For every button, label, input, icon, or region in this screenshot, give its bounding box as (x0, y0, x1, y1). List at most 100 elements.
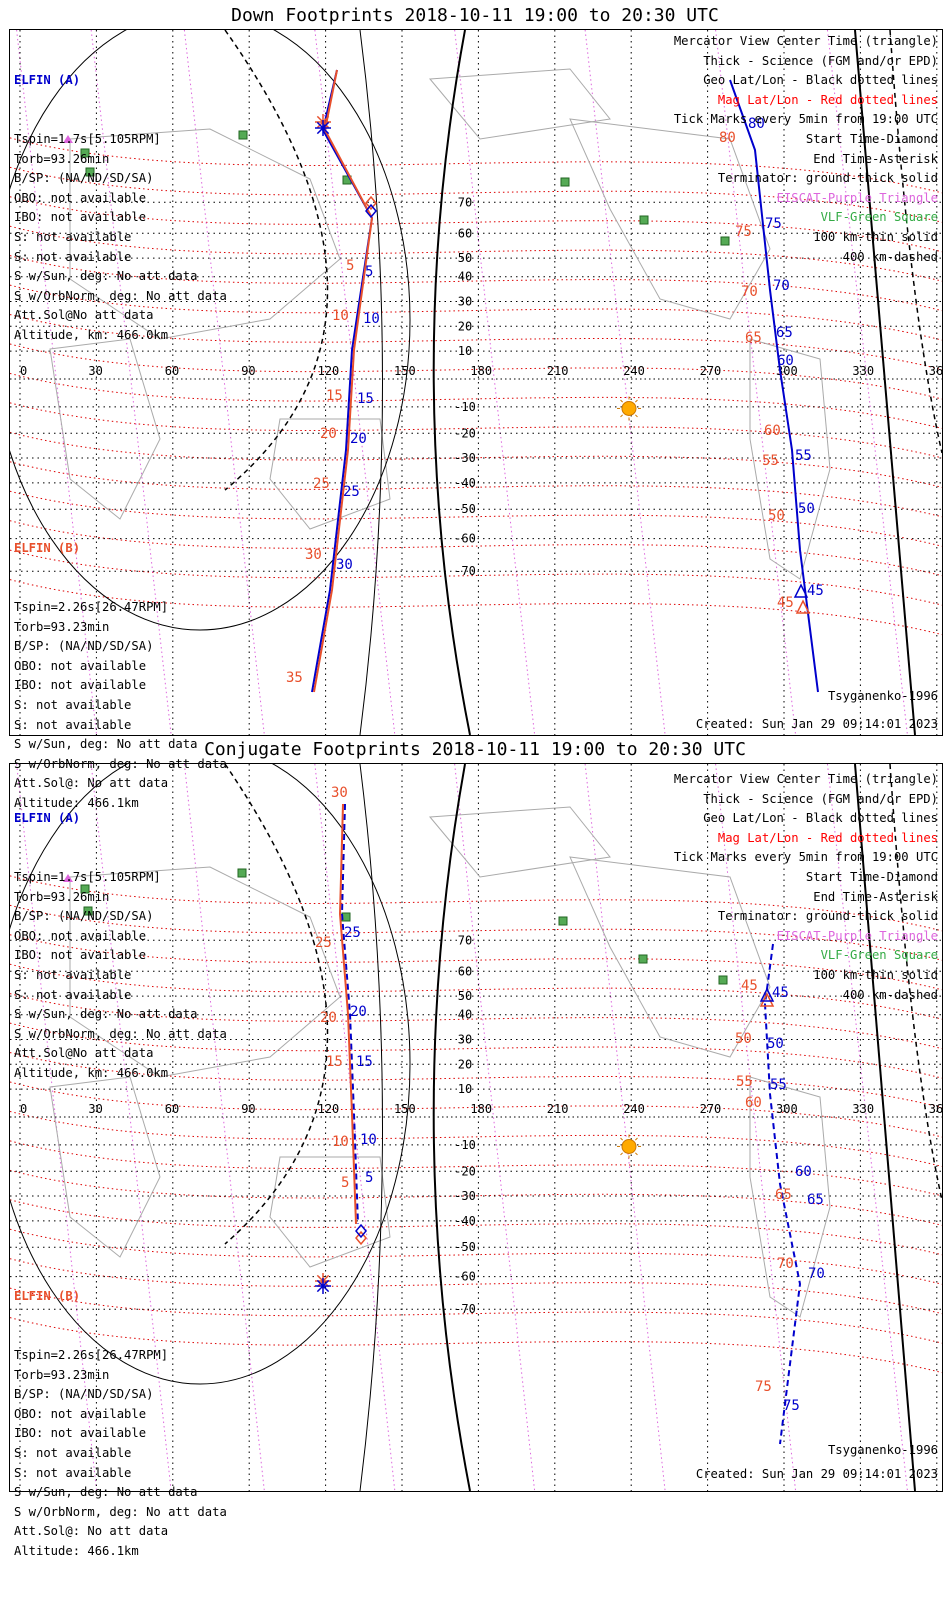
elfin-a-time-label: 5 (365, 1170, 373, 1186)
mag-lon-line (16, 30, 98, 735)
mag-lon-line (454, 764, 536, 1491)
lon-tick-label: 120 (318, 1102, 340, 1116)
elfin-b-time-label: 15 (326, 1054, 343, 1070)
conjugate-footprints-map: 0 30 60 90 120 150 180 210 240 270 300 330 360 70 60 50… (10, 764, 942, 1491)
elfin-a-info-line: B/SP: (NA/ND/SD/SA) (14, 909, 154, 924)
elfin-b-time-label: 65 (745, 330, 762, 346)
start-time-diamond (355, 1230, 367, 1246)
lon-tick-label: 210 (547, 1102, 569, 1116)
elfin-b-info-line: Tspin=2.26s[26.47RPM] (14, 599, 169, 614)
lon-tick-label: 60 (165, 1102, 179, 1116)
mag-lon-line (454, 30, 536, 735)
terminator-400km (224, 30, 329, 491)
lat-tick-label: -60 (454, 1270, 476, 1284)
lon-tick-label: 300 (776, 1102, 798, 1116)
coastline (69, 866, 341, 1078)
elfin-b-info: ELFIN (B) Tspin=2.26s[26.47RPM] Torb=93.2… (14, 500, 227, 853)
elfin-b-time-label: 75 (755, 1379, 772, 1395)
legend-item: VLF-Green Square (820, 948, 938, 963)
mag-lon-line (183, 30, 265, 735)
lon-tick-label: 330 (852, 1102, 874, 1116)
sun-ray (620, 399, 623, 403)
elfin-b-time-label: 50 (768, 508, 785, 524)
lon-tick-label: 270 (700, 364, 722, 378)
vlf-station-marker (85, 167, 95, 177)
panel-2-title: Conjugate Footprints 2018-10-11 19:00 to… (204, 739, 746, 760)
elfin-a-time-label: 10 (360, 1132, 377, 1148)
elfin-b-time-label: 20 (320, 426, 337, 442)
elfin-a-track-east (729, 79, 819, 693)
terminator-400km-east (889, 764, 942, 1201)
mag-lon-line (314, 30, 396, 735)
elfin-a-info-line: Torb=93.26min (14, 151, 110, 166)
elfin-a-time-label: 45 (807, 583, 824, 599)
vlf-station-marker (720, 236, 730, 246)
terminator-ground-east (854, 30, 916, 735)
lon-tick-label: 180 (470, 1102, 492, 1116)
elfin-a-info-line: S: not available (14, 229, 132, 244)
lat-tick-label: 60 (458, 964, 472, 978)
map-legend: Mercator View Center Time (triangle) Thic… (674, 32, 938, 267)
vlf-station-marker (558, 916, 568, 926)
elfin-a-time-label: 15 (357, 391, 374, 407)
elfin-b-label: ELFIN (B) (14, 541, 81, 556)
lat-tick-label: -30 (454, 1189, 476, 1203)
elfin-a-time-label: 50 (798, 501, 815, 517)
elfin-a-track-west (340, 803, 359, 1225)
sun-icon (621, 1138, 637, 1154)
legend-item: Geo Lat/Lon - Black dotted lines (703, 811, 938, 826)
lon-tick-label: 330 (852, 364, 874, 378)
elfin-a-time-label: 65 (776, 325, 793, 341)
sun-ray (620, 414, 623, 418)
start-time-diamond (365, 203, 377, 219)
elfin-a-info-line: Att.Sol@No att data (14, 308, 154, 323)
elfin-b-info-line: Torb=93.23min (14, 619, 110, 634)
end-time-asterisk (316, 1279, 330, 1293)
lat-tick-label: -40 (454, 476, 476, 490)
legend-item: Start Time-Diamond (805, 131, 938, 146)
elfin-b-time-label: 35 (286, 670, 303, 686)
lon-tick-label: 270 (700, 1102, 722, 1116)
elfin-b-time-label: 55 (762, 453, 779, 469)
lat-tick-label: -70 (454, 1302, 476, 1316)
down-footprints-map: 0306090120150180210240270300330360706050… (10, 30, 942, 735)
coastline (69, 128, 341, 340)
map-legend: Mercator View Center Time (triangle) Thic… (674, 770, 938, 1005)
lon-tick-label: 360 (929, 364, 942, 378)
lat-tick-label: 70 (458, 933, 472, 947)
elfin-a-time-label: 25 (343, 484, 360, 500)
lat-tick-label: -20 (454, 426, 476, 440)
elfin-b-info-line: S: not available (14, 1445, 132, 1460)
coastline (428, 806, 611, 878)
lat-tick-label: -20 (454, 1164, 476, 1178)
elfin-a-time-label: 60 (777, 353, 794, 369)
elfin-b-time-label: 5 (346, 258, 354, 274)
legend-item: Mercator View Center Time (triangle) (673, 34, 938, 48)
sun-ray (635, 414, 638, 418)
elfin-a-info-line: IBO: not available (14, 210, 147, 225)
elfin-b-info-line: Torb=93.23min (14, 1367, 110, 1382)
sun-ray (635, 1152, 638, 1156)
model-label: Tsyganenko-1996 (827, 1443, 938, 1457)
elfin-b-time-label: 10 (332, 308, 349, 324)
terminator-100km (359, 764, 383, 1491)
legend-item: End Time-Asterisk (813, 889, 938, 904)
elfin-b-time-label: 50 (735, 1031, 752, 1047)
elfin-b-info-line: S w/OrbNorm, deg: No att data (14, 1504, 227, 1519)
sun-ray (635, 399, 638, 403)
mag-lon-line (826, 764, 908, 1491)
down-footprints-panel: 0306090120150180210240270300330360706050… (9, 29, 943, 810)
elfin-b-info-line: S: not available (14, 697, 132, 712)
elfin-a-time-label: 75 (783, 1398, 800, 1414)
elfin-a-info-line: Tspin=1.7s[5.105RPM] (14, 131, 161, 146)
lat-tick-label: -40 (454, 1214, 476, 1228)
lon-tick-label: 30 (88, 364, 102, 378)
elfin-b-time-label: 65 (775, 1187, 792, 1203)
sun-ray (620, 1152, 623, 1156)
sun-icon (621, 400, 637, 416)
created-timestamp: Created: Sun Jan 29 09:14:01 2023 (695, 1467, 938, 1481)
terminator-ellipse (10, 764, 411, 1385)
elfin-b-info-line: B/SP: (NA/ND/SD/SA) (14, 639, 154, 654)
elfin-b-time-label: 20 (320, 1010, 337, 1026)
mag-lon-line (826, 30, 908, 735)
